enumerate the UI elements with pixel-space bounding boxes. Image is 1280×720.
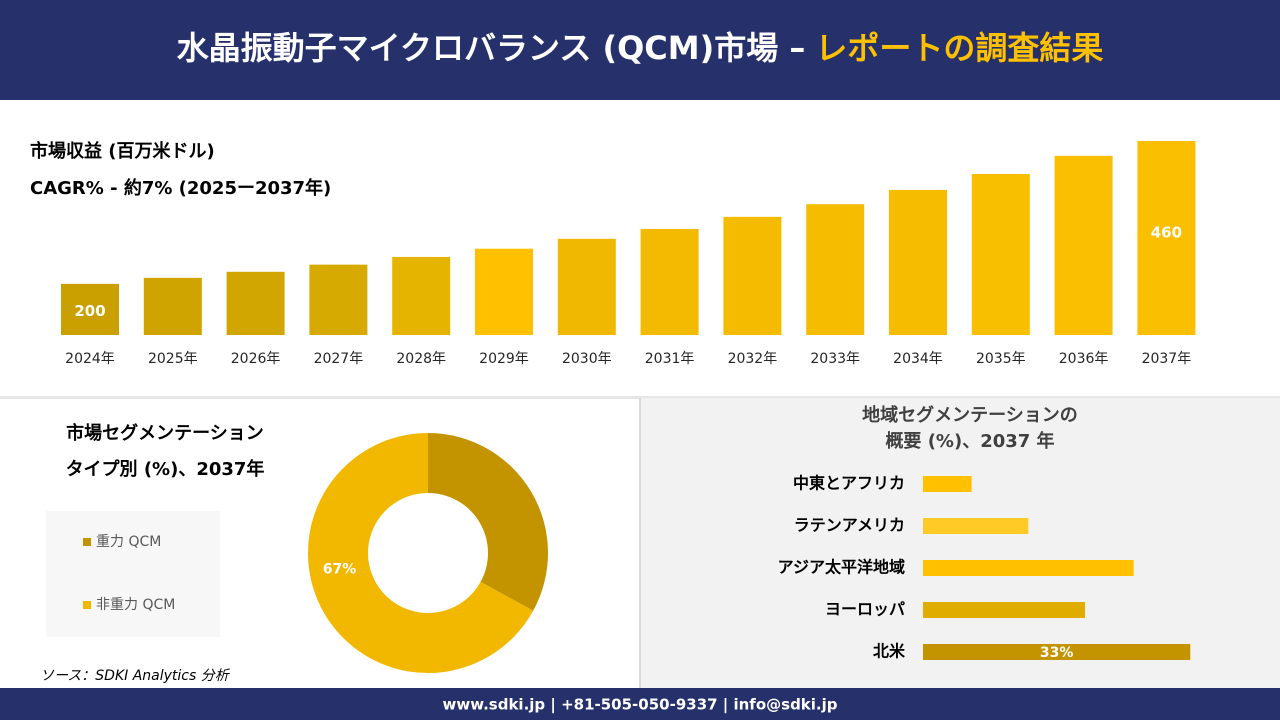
- bar: [971, 173, 1030, 335]
- y-tick-label: 中東とアフリカ: [793, 474, 905, 493]
- bar: [923, 518, 1029, 534]
- bar: [309, 264, 368, 335]
- bar: [806, 204, 865, 335]
- chart-title: タイプ別 (%)、2037年: [66, 458, 265, 480]
- y-tick-label: ヨーロッパ: [825, 600, 905, 619]
- x-tick-label: 2031年: [645, 351, 695, 367]
- bar: [889, 189, 947, 335]
- header-title: 水晶振動子マイクロバランス (QCM)市場 –: [177, 29, 806, 67]
- x-tick-label: 2029年: [479, 351, 529, 367]
- header-title-highlight: レポートの調査結果: [815, 29, 1103, 67]
- x-tick-label: 2027年: [314, 351, 364, 367]
- bar: [923, 644, 1191, 660]
- right-panel: [641, 398, 1280, 688]
- bar: [923, 602, 1085, 618]
- y-tick-label: 北米: [873, 642, 906, 661]
- source: ソース：SDKI Analytics 分析: [40, 668, 231, 684]
- y-tick-label: アジア太平洋地域: [778, 558, 905, 577]
- data-label: 33%: [1040, 645, 1074, 661]
- bar: [475, 248, 533, 335]
- bar: [1137, 141, 1196, 335]
- x-tick-label: 2037年: [1142, 351, 1192, 367]
- x-tick-label: 2035年: [976, 351, 1026, 367]
- y-tick-label: ラテンアメリカ: [794, 516, 905, 535]
- bar: [640, 228, 699, 335]
- x-tick-label: 2036年: [1059, 351, 1109, 367]
- chart-title: 市場収益 (百万米ドル): [30, 140, 215, 162]
- x-tick-label: 2033年: [810, 351, 860, 367]
- x-tick-label: 2025年: [148, 351, 198, 367]
- x-tick-label: 2028年: [396, 351, 446, 367]
- chart-title: 概要 (%)、2037 年: [885, 430, 1054, 452]
- header-bar: [0, 0, 1280, 100]
- x-tick-label: 2032年: [728, 351, 778, 367]
- footer-text: www.sdki.jp | +81-505-050-9337 | info@sd…: [442, 696, 837, 715]
- x-tick-label: 2024年: [65, 351, 115, 367]
- data-label: 460: [1151, 224, 1182, 242]
- x-tick-label: 2030年: [562, 351, 612, 367]
- legend-swatch: [83, 538, 91, 546]
- bar: [923, 476, 972, 492]
- bar: [1054, 155, 1113, 335]
- donut-slice: [308, 433, 534, 673]
- donut-slice: [428, 433, 548, 611]
- bar: [226, 271, 285, 335]
- bar: [392, 256, 451, 335]
- chart-title: 市場セグメンテーション: [66, 422, 264, 444]
- chart-subtitle: CAGR% - 約7% (2025ー2037年): [30, 177, 331, 199]
- bar: [923, 560, 1134, 576]
- bar: [143, 277, 202, 335]
- footer-bar: [0, 688, 1280, 720]
- data-label: 200: [74, 302, 105, 320]
- x-tick-label: 2034年: [893, 351, 943, 367]
- bar: [723, 216, 782, 335]
- legend-swatch: [83, 601, 91, 609]
- bar: [557, 238, 616, 335]
- bar: [61, 283, 119, 335]
- x-tick-label: 2026年: [231, 351, 281, 367]
- data-label: 67%: [323, 561, 357, 577]
- legend-box: [46, 511, 220, 637]
- divider: [639, 398, 641, 688]
- chart-title: 地域セグメンテーションの: [862, 404, 1078, 426]
- divider: [0, 396, 1280, 399]
- legend-label: 非重力 QCM: [96, 597, 175, 613]
- legend-label: 重力 QCM: [96, 534, 161, 550]
